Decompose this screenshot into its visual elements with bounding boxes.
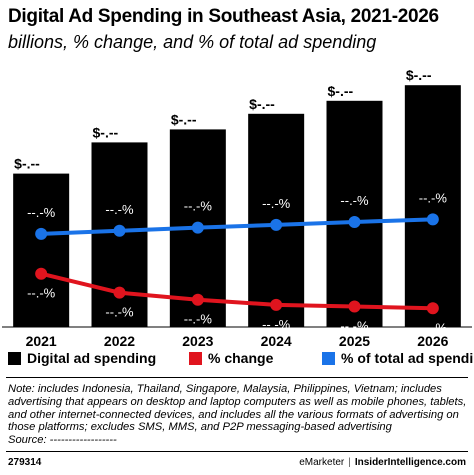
series-point-0	[426, 302, 439, 315]
series-point-0	[35, 267, 48, 280]
chart-area: $-.-- $-.-- $-.-- $-.-- $-.-- $-.-- 2021 2022 20…	[2, 67, 472, 349]
bar-value-label: $-.--	[249, 96, 275, 112]
series-value-label: --.-%	[184, 312, 213, 327]
series-value-label: --.-%	[184, 199, 213, 214]
bar-value-label: $-.--	[93, 124, 119, 140]
bar-2026	[404, 85, 461, 327]
chart-title: Digital Ad Spending in Southeast Asia, 2…	[8, 6, 439, 27]
legend-label-digital-ad-spending: Digital ad spending	[27, 350, 157, 366]
x-tick-label-2026: 2026	[417, 333, 448, 349]
series-value-label: --.-%	[262, 196, 291, 211]
bar-value-label: $-.--	[171, 111, 197, 127]
note-line: advertising that appears on desktop and …	[8, 395, 467, 408]
legend-label-percent-of-total: % of total ad spending	[341, 350, 474, 366]
note-source: Source: ------------------	[8, 434, 117, 447]
legend-swatch-percent-change	[189, 351, 202, 365]
series-point-1	[348, 215, 361, 228]
series-value-label: --.-%	[27, 205, 56, 220]
x-tick-label-2022: 2022	[104, 333, 135, 349]
note-divider-top	[6, 377, 468, 378]
x-tick-label-2023: 2023	[182, 333, 213, 349]
series-point-0	[348, 300, 361, 313]
chart-id: 279314	[8, 457, 42, 468]
series-value-label: --.-%	[419, 190, 448, 205]
note-line: and other internet-connected devices, an…	[8, 408, 459, 421]
series-value-label: --.-%	[419, 320, 448, 335]
chart-subtitle: billions, % change, and % of total ad sp…	[8, 32, 377, 52]
series-line-1	[39, 217, 435, 236]
legend-item-percent-of-total: % of total ad spending	[322, 350, 474, 366]
series-value-label: --.-%	[27, 286, 56, 301]
series-point-0	[113, 286, 126, 299]
legend-swatch-percent-of-total	[322, 351, 335, 365]
series-value-label: --.-%	[105, 305, 134, 320]
brand-name: eMarketer	[299, 457, 345, 468]
legend-item-digital-ad-spending: Digital ad spending	[8, 350, 156, 366]
series-point-1	[270, 218, 283, 231]
x-tick-label-2024: 2024	[261, 333, 292, 349]
x-tick-label-2025: 2025	[339, 333, 370, 349]
bar-value-label: $-.--	[14, 156, 40, 172]
legend-item-percent-change: % change	[189, 350, 273, 366]
series-line-0	[39, 271, 435, 311]
footer-credit: eMarketer | InsiderIntelligence.com	[299, 457, 466, 468]
series-point-1	[113, 224, 126, 237]
footer-separator: |	[348, 457, 351, 468]
series-point-0	[191, 293, 204, 306]
note-line: those platforms; excludes SMS, MMS, and …	[8, 421, 392, 434]
bar-2021	[13, 173, 70, 327]
site-link[interactable]: InsiderIntelligence.com	[354, 457, 466, 468]
series-value-label: --.-%	[340, 193, 369, 208]
x-tick-label-2021: 2021	[26, 333, 57, 349]
bar-value-label: $-.--	[328, 83, 354, 99]
legend-label-percent-change: % change	[208, 350, 274, 366]
series-point-1	[35, 227, 48, 240]
note-line: Note: includes Indonesia, Thailand, Sing…	[8, 383, 442, 395]
chart-note: Note: includes Indonesia, Thailand, Sing…	[8, 383, 468, 447]
series-value-label: --.-%	[105, 202, 134, 217]
bar-2025	[326, 100, 383, 327]
series-point-1	[191, 221, 204, 234]
series-point-0	[270, 298, 283, 311]
series-point-1	[426, 213, 439, 226]
footer-divider	[6, 451, 468, 452]
series-value-label: --.-%	[340, 318, 369, 333]
bar-value-label: $-.--	[406, 67, 432, 83]
legend-swatch-digital-ad-spending	[8, 351, 21, 365]
series-value-label: --.-%	[262, 317, 291, 332]
